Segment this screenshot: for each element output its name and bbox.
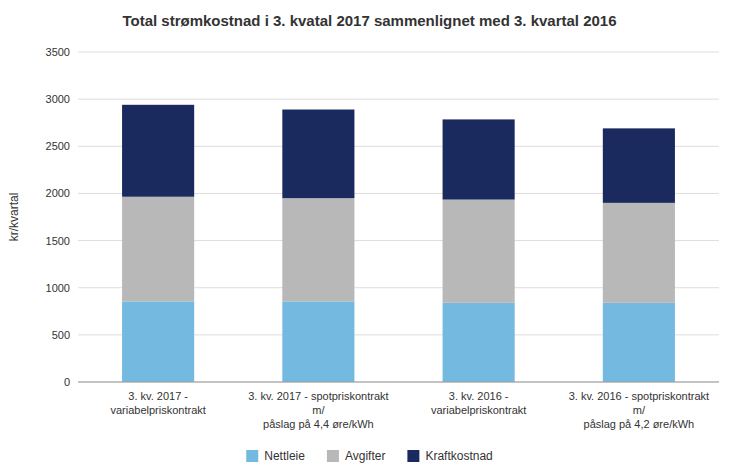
y-axis-label: kr/kvartal	[7, 193, 21, 242]
legend-label: Kraftkostnad	[425, 449, 492, 463]
bars	[122, 105, 675, 382]
legend-label: Nettleie	[264, 449, 305, 463]
x-axis-line	[78, 382, 719, 383]
bar-segment	[443, 119, 515, 199]
y-tick-label: 3000	[46, 93, 70, 105]
chart-svg: Total strømkostnad i 3. kvatal 2017 samm…	[0, 0, 739, 476]
y-tick-label: 3500	[46, 46, 70, 58]
legend-swatch	[407, 450, 419, 462]
y-tick-label: 0	[64, 376, 70, 388]
bar-segment	[282, 301, 354, 382]
bar-segment	[603, 203, 675, 303]
bar-segment	[443, 200, 515, 303]
x-tick-label: 3. kv. 2017 -variabelpriskontrakt	[110, 390, 205, 416]
bar-segment	[122, 301, 194, 382]
grid-line	[78, 382, 719, 383]
bar-segment	[122, 197, 194, 302]
y-tick-label: 2500	[46, 140, 70, 152]
legend: Nettleie Avgifter Kraftkostnad	[246, 449, 493, 463]
grid	[78, 52, 719, 382]
legend-swatch	[327, 450, 339, 462]
bar-segment	[603, 303, 675, 382]
y-tick-label: 500	[52, 329, 70, 341]
legend-swatch	[246, 450, 258, 462]
bar-segment	[603, 128, 675, 202]
x-tick-label: 3. kv. 2017 - spotpriskontraktm/påslag p…	[248, 390, 388, 430]
y-tick-label: 1000	[46, 282, 70, 294]
bar-segment	[282, 110, 354, 199]
bar-segment	[282, 198, 354, 301]
x-tick-label: 3. kv. 2016 -variabelpriskontrakt	[431, 390, 526, 416]
chart-title: Total strømkostnad i 3. kvatal 2017 samm…	[122, 12, 616, 29]
y-tick-label: 1500	[46, 235, 70, 247]
y-tick-label: 2000	[46, 187, 70, 199]
grid-line	[78, 52, 719, 53]
chart-container: Total strømkostnad i 3. kvatal 2017 samm…	[0, 0, 739, 476]
bar-segment	[122, 105, 194, 197]
legend-label: Avgifter	[345, 449, 385, 463]
grid-line	[78, 99, 719, 100]
x-tick-label: 3. kv. 2016 - spotpriskontraktm/påslag p…	[569, 390, 709, 430]
bar-segment	[443, 303, 515, 382]
